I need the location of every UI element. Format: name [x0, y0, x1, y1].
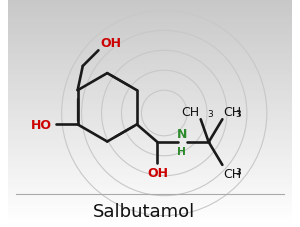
Bar: [8, 48, 292, 51]
Bar: [8, 218, 292, 221]
Bar: [8, 170, 292, 173]
Bar: [8, 8, 292, 11]
Bar: [8, 31, 292, 34]
Text: CH: CH: [224, 167, 242, 180]
Bar: [8, 153, 292, 156]
Bar: [8, 14, 292, 17]
Bar: [8, 76, 292, 79]
Text: 3: 3: [235, 168, 241, 177]
Bar: [8, 164, 292, 168]
Bar: [8, 192, 292, 196]
Bar: [8, 2, 292, 6]
Bar: [8, 124, 292, 128]
Bar: [8, 82, 292, 85]
Bar: [8, 25, 292, 28]
Text: H: H: [177, 147, 186, 157]
Bar: [8, 175, 292, 179]
Bar: [8, 93, 292, 96]
Bar: [8, 130, 292, 133]
Bar: [8, 62, 292, 65]
Bar: [8, 133, 292, 136]
Text: N: N: [176, 127, 187, 140]
Bar: [8, 33, 292, 37]
Bar: [8, 207, 292, 210]
Bar: [8, 158, 292, 162]
Bar: [8, 173, 292, 176]
Bar: [8, 118, 292, 122]
Bar: [8, 17, 292, 20]
Bar: [8, 19, 292, 23]
Text: CH: CH: [182, 105, 200, 118]
Bar: [8, 68, 292, 71]
Bar: [8, 198, 292, 202]
Bar: [8, 42, 292, 45]
Bar: [8, 215, 292, 218]
Bar: [8, 187, 292, 190]
Bar: [8, 99, 292, 102]
Text: HO: HO: [31, 118, 52, 131]
Text: 3: 3: [235, 110, 241, 119]
Bar: [8, 161, 292, 165]
Text: Salbutamol: Salbutamol: [93, 202, 195, 220]
Bar: [8, 155, 292, 159]
Bar: [8, 45, 292, 48]
Bar: [8, 84, 292, 88]
Bar: [8, 212, 292, 216]
Bar: [8, 79, 292, 82]
Bar: [8, 144, 292, 148]
Bar: [8, 39, 292, 43]
Bar: [8, 0, 292, 3]
Text: OH: OH: [147, 167, 168, 180]
Bar: [8, 184, 292, 187]
Bar: [8, 167, 292, 170]
Bar: [8, 11, 292, 14]
Bar: [8, 107, 292, 111]
Bar: [8, 102, 292, 105]
Bar: [8, 221, 292, 224]
Bar: [8, 147, 292, 150]
Bar: [8, 110, 292, 114]
Bar: [8, 53, 292, 57]
Bar: [8, 195, 292, 199]
Bar: [8, 150, 292, 153]
Bar: [8, 73, 292, 77]
Bar: [8, 65, 292, 68]
Bar: [8, 178, 292, 182]
Bar: [8, 141, 292, 145]
Bar: [8, 104, 292, 108]
Text: 3: 3: [207, 110, 213, 119]
Text: CH: CH: [224, 105, 242, 118]
Bar: [8, 136, 292, 139]
Bar: [8, 87, 292, 91]
Bar: [8, 59, 292, 62]
Bar: [8, 5, 292, 9]
Bar: [8, 181, 292, 184]
Bar: [8, 127, 292, 131]
Bar: [8, 190, 292, 193]
Bar: [8, 70, 292, 74]
Bar: [8, 56, 292, 59]
Bar: [8, 22, 292, 26]
Bar: [8, 121, 292, 125]
Text: OH: OH: [101, 37, 122, 50]
Bar: [8, 28, 292, 31]
Bar: [8, 209, 292, 213]
Bar: [8, 116, 292, 119]
Bar: [8, 204, 292, 207]
Bar: [8, 138, 292, 142]
Bar: [8, 36, 292, 40]
Bar: [8, 113, 292, 116]
Bar: [8, 90, 292, 94]
Bar: [8, 96, 292, 99]
Bar: [8, 201, 292, 204]
Bar: [8, 51, 292, 54]
